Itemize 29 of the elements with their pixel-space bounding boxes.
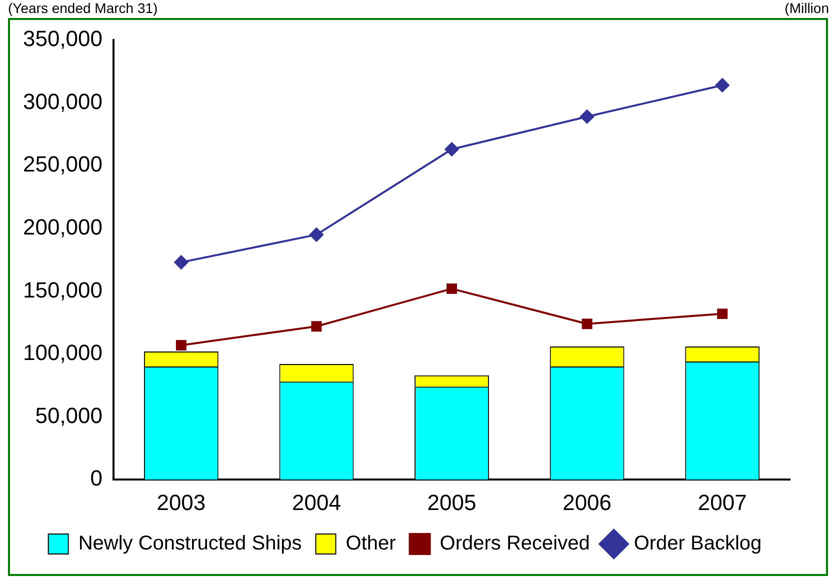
legend-label: Order Backlog bbox=[634, 532, 762, 555]
legend-label: Newly Constructed Ships bbox=[78, 532, 302, 555]
legend-label: Orders Received bbox=[440, 532, 590, 555]
x-tick-label: 2007 bbox=[698, 490, 747, 515]
y-tick-label: 350,000 bbox=[22, 26, 103, 52]
point bbox=[580, 110, 594, 124]
y-tick-label: 200,000 bbox=[22, 214, 103, 240]
y-tick-label: 0 bbox=[90, 466, 103, 491]
point bbox=[582, 318, 592, 330]
x-tick-label: 2004 bbox=[292, 490, 341, 515]
y-tick-label: 150,000 bbox=[22, 277, 103, 302]
x-tick-label: 2005 bbox=[427, 490, 476, 515]
point bbox=[176, 340, 186, 350]
point bbox=[309, 228, 324, 242]
text: (Years ended March 31) bbox=[8, 0, 158, 16]
y-tick-label: 50,000 bbox=[35, 402, 103, 428]
x-tick-label: 2006 bbox=[562, 490, 612, 515]
point bbox=[446, 283, 458, 294]
legend-label: Other bbox=[346, 532, 396, 555]
text: (Million bbox=[784, 0, 829, 16]
y-tick-label: 100,000 bbox=[22, 340, 103, 366]
y-tick-label: 300,000 bbox=[22, 88, 103, 114]
point bbox=[717, 308, 728, 320]
point bbox=[444, 142, 459, 156]
x-tick-label: 2003 bbox=[156, 490, 206, 515]
y-tick-label: 250,000 bbox=[22, 152, 103, 177]
point bbox=[311, 321, 322, 332]
point bbox=[715, 78, 730, 92]
point bbox=[174, 255, 188, 270]
